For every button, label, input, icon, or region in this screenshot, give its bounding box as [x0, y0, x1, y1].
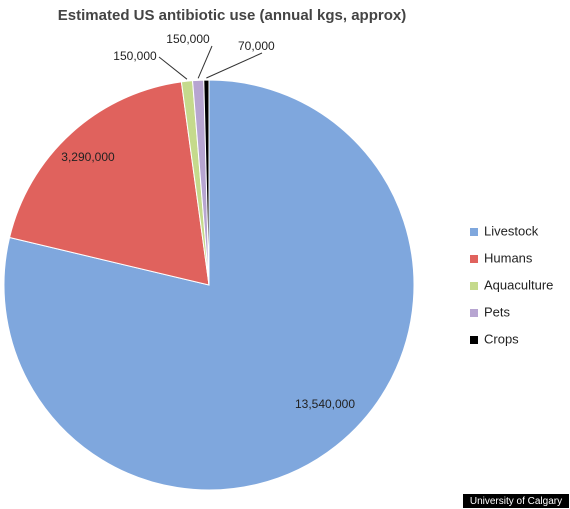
- pie-slice: [8, 81, 210, 286]
- legend-swatch: [470, 309, 478, 317]
- leader-line: [206, 52, 263, 79]
- source: University of Calgary: [470, 496, 562, 507]
- legend-label: Livestock: [484, 223, 539, 238]
- legend-swatch: [470, 228, 478, 236]
- data-label: 150,000: [166, 32, 210, 46]
- pie-slice: [203, 79, 210, 286]
- data-label: 3,290,000: [61, 150, 115, 164]
- leader-line: [197, 45, 213, 79]
- source-box: [463, 494, 569, 508]
- leader-line: [158, 56, 188, 80]
- chart-title: Estimated US antibiotic use (annual kgs,…: [58, 7, 406, 24]
- legend-label: Pets: [484, 304, 511, 319]
- data-label: 70,000: [238, 39, 275, 53]
- legend-label: Humans: [484, 250, 533, 265]
- legend-label: Aquaculture: [484, 277, 553, 292]
- data-label: 150,000: [113, 49, 157, 63]
- legend-label: Crops: [484, 331, 519, 346]
- legend-swatch: [470, 336, 478, 344]
- legend-swatch: [470, 255, 478, 263]
- data-label: 13,540,000: [295, 397, 355, 411]
- legend-swatch: [470, 282, 478, 290]
